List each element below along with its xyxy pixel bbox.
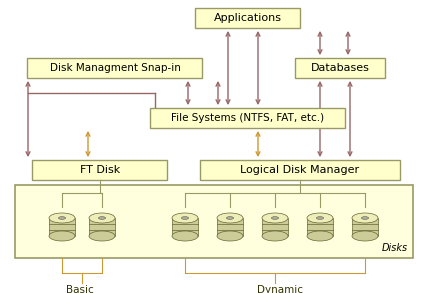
Bar — [151, 108, 345, 128]
Text: FT Disk: FT Disk — [80, 165, 120, 175]
Text: Disks: Disks — [382, 243, 408, 253]
Text: Disk Managment Snap-in: Disk Managment Snap-in — [50, 63, 181, 73]
Ellipse shape — [307, 213, 333, 223]
Ellipse shape — [307, 231, 333, 241]
Bar — [217, 218, 243, 236]
Text: Basic: Basic — [66, 285, 94, 293]
Ellipse shape — [352, 213, 378, 223]
Ellipse shape — [98, 217, 106, 219]
Ellipse shape — [172, 213, 198, 223]
Ellipse shape — [89, 231, 115, 241]
Bar — [15, 185, 413, 258]
Text: Databases: Databases — [311, 63, 369, 73]
Text: Logical Disk Manager: Logical Disk Manager — [241, 165, 360, 175]
Bar — [307, 218, 333, 236]
Bar — [89, 218, 115, 236]
Bar — [262, 218, 288, 236]
Bar — [295, 58, 385, 78]
Bar — [49, 218, 75, 236]
Bar — [27, 58, 202, 78]
Text: Applications: Applications — [214, 13, 282, 23]
Bar — [352, 218, 378, 236]
Bar — [200, 160, 400, 180]
Ellipse shape — [217, 213, 243, 223]
Ellipse shape — [49, 213, 75, 223]
Ellipse shape — [172, 231, 198, 241]
Ellipse shape — [361, 217, 369, 219]
Ellipse shape — [262, 231, 288, 241]
Ellipse shape — [89, 213, 115, 223]
Ellipse shape — [271, 217, 279, 219]
Text: File Systems (NTFS, FAT, etc.): File Systems (NTFS, FAT, etc.) — [172, 113, 324, 123]
Ellipse shape — [181, 217, 189, 219]
Ellipse shape — [49, 231, 75, 241]
Ellipse shape — [217, 231, 243, 241]
Ellipse shape — [226, 217, 234, 219]
Ellipse shape — [352, 231, 378, 241]
Bar — [172, 218, 198, 236]
Bar — [33, 160, 167, 180]
Bar — [196, 8, 300, 28]
Text: Dynamic: Dynamic — [257, 285, 303, 293]
Ellipse shape — [316, 217, 324, 219]
Ellipse shape — [262, 213, 288, 223]
Ellipse shape — [59, 217, 65, 219]
